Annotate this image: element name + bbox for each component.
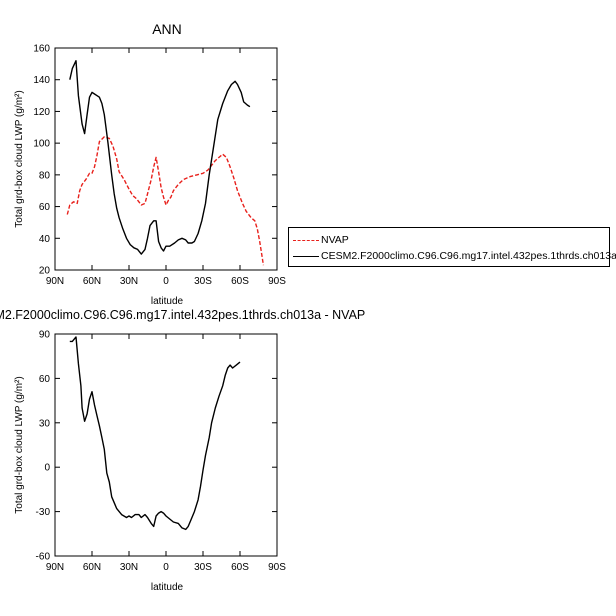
y-tick-label: 100: [33, 139, 50, 150]
x-tick-label: 30S: [194, 276, 212, 287]
x-tick-label: 60N: [83, 562, 101, 573]
y-tick-label: 90: [39, 330, 51, 341]
y-tick-label: 140: [33, 75, 50, 86]
legend-swatch-cesm2: [293, 255, 319, 257]
y-tick-label: -60: [36, 552, 51, 563]
y-tick-label: 80: [39, 170, 51, 181]
y-tick-label: 30: [39, 418, 51, 429]
bottom-y-axis-label: Total grd-box cloud LWP (g/m²): [14, 376, 25, 513]
cesm2-series-line: [69, 60, 251, 255]
bottom-chart: CESM2.F2000climo.C96.C96.mg17.intel.432p…: [0, 308, 365, 593]
y-tick-label: 120: [33, 107, 50, 118]
y-tick-label: 160: [33, 44, 50, 55]
nvap-series-line: [66, 136, 265, 266]
difference-series-line: [69, 336, 241, 531]
top-x-axis-label: latitude: [151, 296, 184, 307]
bottom-x-axis-label: latitude: [151, 582, 184, 593]
x-tick-label: 90S: [268, 276, 286, 287]
chart-legend: NVAP CESM2.F2000climo.C96.C96.mg17.intel…: [288, 227, 616, 267]
x-tick-label: 90N: [46, 276, 64, 287]
top-y-axis-label: Total grd-box cloud LWP (g/m²): [14, 90, 25, 227]
x-tick-label: 90N: [46, 562, 64, 573]
top-chart: ANN 90N 60N 30N 0 30S 60S 90S 20 40 60 80 100 120 140…: [14, 21, 286, 307]
y-tick-label: 60: [39, 202, 51, 213]
x-tick-label: 0: [163, 562, 169, 573]
bottom-plot-frame: [54, 333, 278, 557]
y-tick-label: 40: [39, 234, 51, 245]
x-tick-label: 30N: [120, 276, 138, 287]
y-tick-label: -30: [36, 507, 51, 518]
x-tick-label: 60N: [83, 276, 101, 287]
x-tick-label: 60S: [231, 276, 249, 287]
legend-swatch-nvap: [293, 239, 319, 241]
legend-label-nvap: NVAP: [321, 234, 349, 246]
y-tick-label: 60: [39, 374, 51, 385]
legend-item-cesm2: CESM2.F2000climo.C96.C96.mg17.intel.432p…: [293, 249, 616, 263]
x-tick-label: 90S: [268, 562, 286, 573]
top-plot-frame: [54, 47, 278, 271]
x-tick-label: 60S: [231, 562, 249, 573]
y-tick-label: 20: [39, 266, 51, 277]
bottom-chart-title: CESM2.F2000climo.C96.C96.mg17.intel.432p…: [0, 308, 365, 322]
legend-label-cesm2: CESM2.F2000climo.C96.C96.mg17.intel.432p…: [321, 250, 616, 262]
y-tick-label: 0: [44, 463, 50, 474]
x-tick-label: 30N: [120, 562, 138, 573]
legend-item-nvap: NVAP: [293, 233, 349, 247]
top-chart-title: ANN: [152, 21, 182, 37]
x-tick-label: 30S: [194, 562, 212, 573]
x-tick-label: 0: [163, 276, 169, 287]
